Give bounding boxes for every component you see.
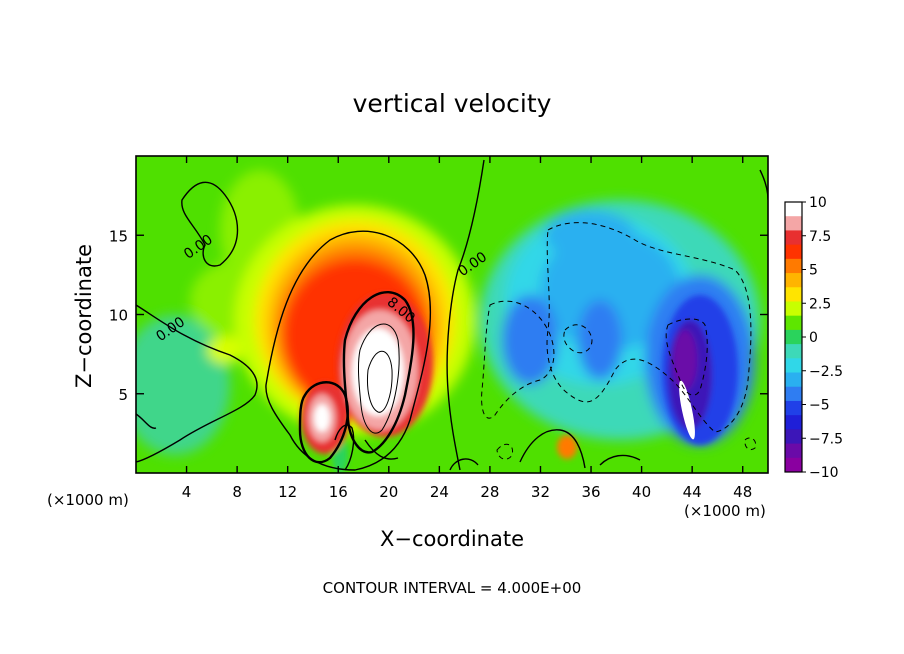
- y-tick-label: 10: [109, 307, 128, 325]
- x-tick-label: 20: [379, 483, 398, 501]
- chart-title: vertical velocity: [353, 89, 552, 118]
- y-axis-ticks: 5 10 15: [109, 227, 768, 404]
- colorbar-segment: [785, 216, 802, 231]
- colorbar-segment: [785, 329, 802, 345]
- colorbar-segment: [785, 358, 802, 374]
- x-tick-label: 12: [278, 483, 297, 501]
- x-tick-label: 8: [232, 483, 242, 501]
- contour-lines-thin: [357, 323, 400, 434]
- x-unit-label-right: (×1000 m): [684, 502, 766, 520]
- colorbar-segment: [785, 400, 802, 416]
- x-axis-ticks: 4 8 12 16 20 24 28 32 36 40 44 48: [182, 156, 752, 501]
- colorbar-segment: [785, 344, 802, 359]
- x-tick-label: 40: [632, 483, 651, 501]
- y-axis-label: Z−coordinate: [72, 244, 96, 388]
- colorbar-segment: [785, 301, 802, 317]
- colorbar-segment: [785, 244, 802, 260]
- contour-lines-bold: [298, 290, 415, 464]
- contour-lines: [136, 159, 768, 471]
- x-tick-label: 24: [430, 483, 449, 501]
- contour-interval-footer: CONTOUR INTERVAL = 4.000E+00: [323, 579, 582, 597]
- colorbar-segment: [785, 415, 802, 430]
- colorbar-tick-label: −10: [809, 465, 839, 481]
- field-lowleft-cyan: [136, 315, 230, 455]
- downdraft-white-core: [679, 380, 695, 440]
- y-tick-label: 15: [109, 227, 128, 245]
- colorbar-tick-label: 10: [809, 195, 827, 211]
- colorbar-segment: [785, 457, 802, 473]
- colorbar-segment: [785, 230, 802, 246]
- x-tick-label: 28: [480, 483, 499, 501]
- colorbar-tick-label: 2.5: [809, 296, 831, 312]
- colorbar-tick-label: 0: [809, 330, 818, 346]
- x-tick-label: 48: [733, 483, 752, 501]
- x-tick-label: 32: [531, 483, 550, 501]
- contour-lines-negative: [481, 222, 757, 460]
- colorbar-segment: [785, 258, 802, 274]
- colorbar-segment: [785, 273, 802, 288]
- colorbar-segment: [785, 372, 802, 388]
- y-tick-label: 5: [118, 386, 128, 404]
- x-tick-label: 4: [182, 483, 192, 501]
- x-tick-label: 44: [683, 483, 702, 501]
- x-axis-label: X−coordinate: [380, 527, 524, 551]
- colorbar-segment: [785, 429, 802, 445]
- colorbar-segment: [785, 202, 802, 217]
- colorbar-segment: [785, 386, 802, 402]
- colorbar: 10 7.5 5 2.5 0 −2.5 −5 −7.5 −10: [784, 195, 843, 481]
- colorbar-segment: [785, 287, 802, 302]
- x-tick-label: 36: [581, 483, 600, 501]
- x-tick-label: 16: [329, 483, 348, 501]
- colorbar-tick-label: 5: [809, 263, 818, 279]
- colorbar-tick-label: 7.5: [809, 229, 831, 245]
- heatmap-field: [136, 156, 768, 473]
- colorbar-tick-label: −2.5: [809, 364, 843, 380]
- colorbar-tick-label: −7.5: [809, 431, 843, 447]
- colorbar-segment: [785, 443, 802, 459]
- x-unit-label-left: (×1000 m): [47, 491, 129, 509]
- colorbar-tick-label: −5: [809, 398, 830, 414]
- colorbar-segment: [785, 315, 802, 331]
